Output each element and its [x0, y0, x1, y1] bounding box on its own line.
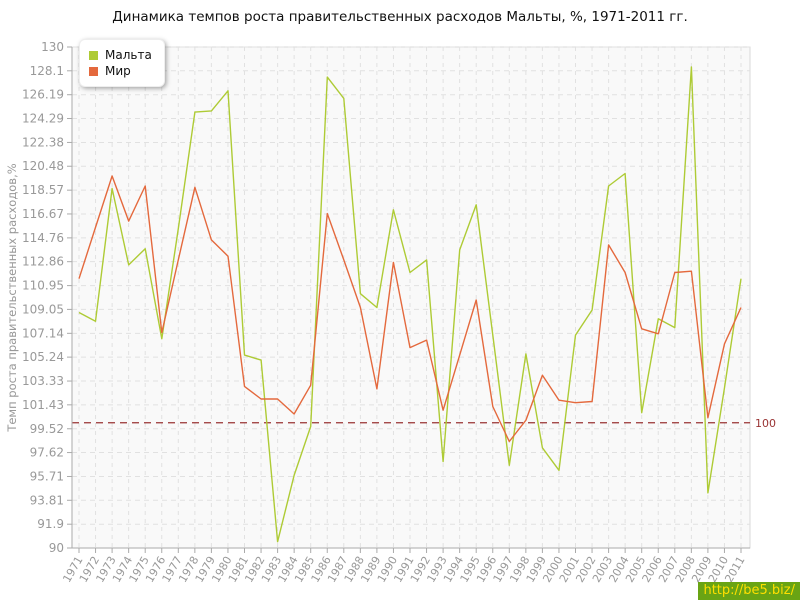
y-tick-label: 99.52 [30, 422, 64, 436]
y-tick-label: 116.67 [22, 207, 64, 221]
y-tick-label: 93.81 [30, 493, 64, 507]
y-tick-label: 95.71 [30, 469, 64, 483]
y-tick-label: 90 [49, 541, 64, 555]
y-tick-label: 97.62 [30, 446, 64, 460]
y-tick-label: 114.76 [22, 231, 64, 245]
y-tick-label: 130 [41, 40, 64, 54]
y-tick-label: 101.43 [22, 398, 64, 412]
watermark-link[interactable]: http://be5.biz/ [698, 582, 800, 600]
legend-label-malta: Мальта [105, 48, 152, 62]
y-tick-label: 107.14 [22, 326, 64, 340]
plot-area [71, 46, 751, 549]
reference-line-label: 100 [755, 417, 776, 430]
legend-swatch-world-icon [89, 66, 98, 76]
series-line-malta [78, 66, 742, 543]
legend-item-malta: Мальта [89, 48, 152, 62]
y-axis-title: Темп роста правительственных расходов,% [5, 163, 19, 432]
y-tick-label: 109.05 [22, 302, 64, 316]
legend-item-world: Мир [89, 64, 152, 78]
y-tick-label: 112.86 [22, 255, 64, 269]
chart-title: Динамика темпов роста правительственных … [112, 9, 688, 25]
y-tick-label: 128.1 [30, 64, 64, 78]
y-tick-label: 118.57 [22, 183, 64, 197]
legend: Мальта Мир [79, 39, 165, 87]
y-tick-label: 122.38 [22, 135, 64, 149]
y-tick-label: 105.24 [22, 350, 64, 364]
legend-label-world: Мир [105, 64, 131, 78]
series-line-world [78, 175, 742, 443]
y-tick-label: 126.19 [22, 88, 64, 102]
y-tick-label: 120.48 [22, 159, 64, 173]
y-tick-label: 91.9 [37, 517, 64, 531]
legend-swatch-malta-icon [89, 50, 98, 60]
y-tick-label: 103.33 [22, 374, 64, 388]
y-tick-label: 110.95 [22, 279, 64, 293]
y-tick-label: 124.29 [22, 112, 64, 126]
